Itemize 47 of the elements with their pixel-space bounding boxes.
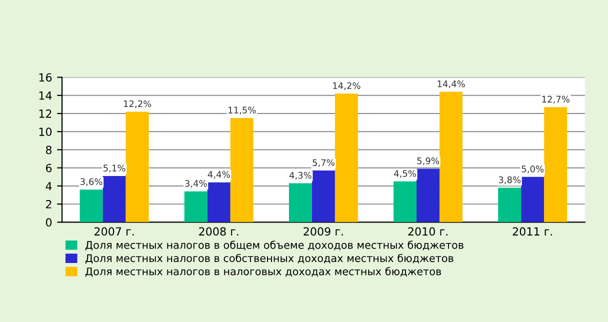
legend-label: Доля местных налогов в общем объеме доходов местных бюджетов	[85, 240, 464, 250]
data-label: 4,5%	[394, 170, 416, 178]
bar	[80, 190, 103, 222]
y-tick-label: 14	[39, 92, 52, 100]
x-tick-label: 2007 г.	[94, 227, 134, 236]
data-label: 12,7%	[542, 96, 570, 104]
data-label: 14,4%	[438, 80, 465, 88]
bar	[394, 181, 417, 222]
y-tick-label: 8	[46, 146, 52, 154]
data-label: 5,0%	[522, 166, 544, 174]
bar	[102, 176, 126, 222]
bar	[312, 170, 335, 222]
data-label: 3,6%	[80, 178, 102, 186]
data-label: 11,5%	[228, 106, 256, 114]
x-tick-label: 2011 г.	[512, 227, 552, 236]
bar	[521, 176, 544, 222]
y-tick-label: 12	[39, 109, 52, 118]
bar	[126, 112, 149, 222]
x-tick-label: 2009 г.	[304, 227, 343, 236]
bar	[184, 191, 208, 222]
data-label: 4,3%	[289, 172, 312, 180]
data-label: 5,1%	[104, 164, 126, 172]
data-label: 5,9%	[417, 157, 439, 166]
bar	[334, 94, 358, 222]
bar	[288, 183, 312, 222]
bar	[416, 168, 440, 222]
x-tick-label: 2008 г.	[199, 227, 238, 236]
bar	[207, 182, 230, 222]
y-tick-label: 6	[46, 164, 52, 172]
y-tick-label: 2	[46, 200, 52, 208]
y-tick-label: 16	[39, 73, 52, 82]
data-label: 5,7%	[312, 159, 334, 167]
bar	[544, 107, 568, 222]
data-label: 12,2%	[124, 100, 152, 108]
data-label: 3,8%	[498, 176, 521, 184]
y-tick-label: 10	[39, 128, 52, 136]
data-label: 4,4%	[208, 170, 230, 179]
bar	[498, 188, 522, 222]
y-tick-label: 0	[46, 218, 52, 227]
legend-label: Доля местных налогов в налоговых доходах местных бюджетов	[85, 267, 442, 277]
bar	[440, 92, 463, 222]
x-tick-label: 2010 г.	[408, 227, 448, 236]
y-tick-label: 4	[46, 182, 52, 190]
data-label: 14,2%	[333, 82, 360, 90]
legend-label: Доля местных налогов в собственных доходах местных бюджетов	[85, 254, 454, 264]
data-label: 3,4%	[185, 180, 207, 188]
bar	[230, 118, 254, 222]
